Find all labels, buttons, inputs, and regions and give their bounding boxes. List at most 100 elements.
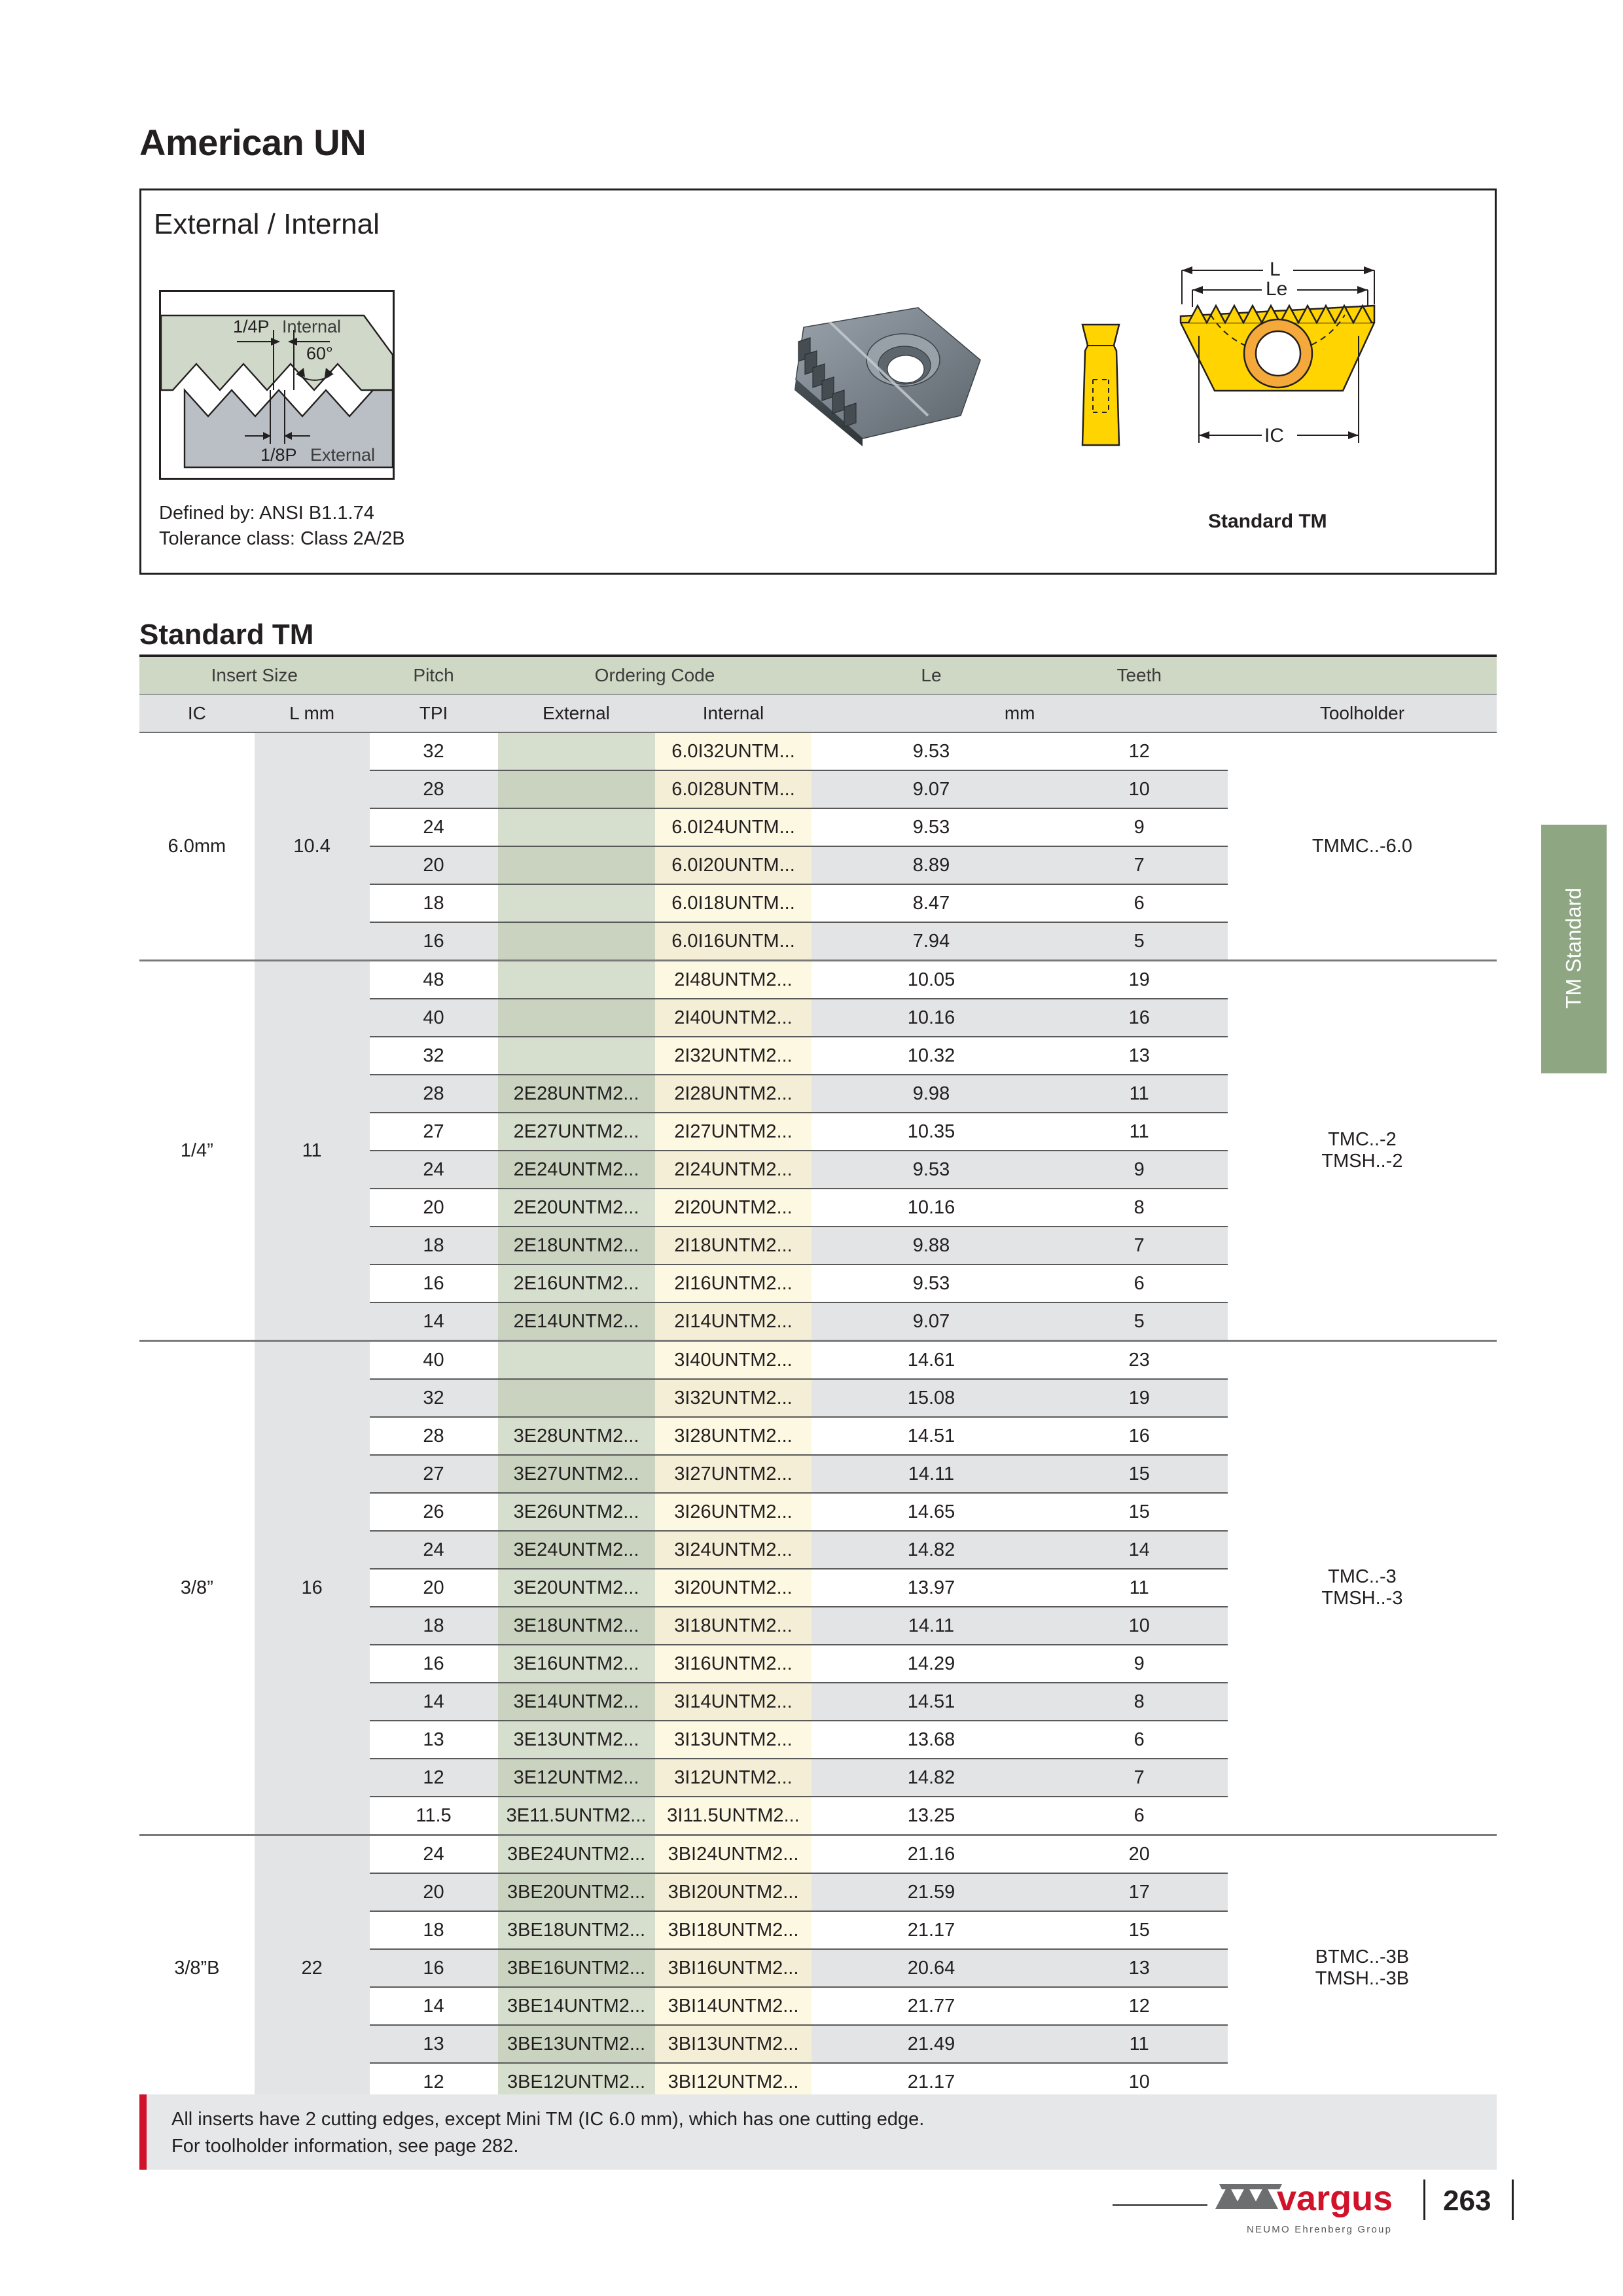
cell-tpi: 20 xyxy=(369,1569,498,1607)
svg-text:1/4P: 1/4P xyxy=(233,317,270,336)
svg-text:L: L xyxy=(1270,259,1281,280)
column-header: L mm xyxy=(254,694,370,733)
cell-tpi: 20 xyxy=(369,846,498,885)
cell-tpi: 11.5 xyxy=(369,1797,498,1835)
svg-text:1/8P: 1/8P xyxy=(260,445,297,465)
cell-ordering-code-external: 3BE16UNTM2... xyxy=(497,1949,655,1988)
toolholder-code: TMSH..-3B xyxy=(1315,1968,1410,1989)
cell-ordering-code-internal: 2I16UNTM2... xyxy=(654,1265,812,1303)
cell-ordering-code-external: 3E28UNTM2... xyxy=(497,1417,655,1456)
cell-le-mm: 14.29 xyxy=(812,1645,1051,1683)
cell-ordering-code-external: 3E13UNTM2... xyxy=(497,1721,655,1759)
cell-ordering-code-internal: 3BI20UNTM2... xyxy=(654,1873,812,1912)
column-header: Toolholder xyxy=(1227,694,1497,733)
cell-ordering-code-internal: 3I24UNTM2... xyxy=(654,1531,812,1570)
column-group-header xyxy=(1227,655,1497,694)
cell-le-mm: 15.08 xyxy=(812,1379,1051,1418)
cell-tpi: 16 xyxy=(369,1265,498,1303)
cell-le-mm: 14.61 xyxy=(812,1340,1051,1380)
cell-teeth: 12 xyxy=(1050,1987,1228,2026)
cell-tpi: 26 xyxy=(369,1493,498,1532)
cell-le-mm: 10.16 xyxy=(812,1189,1051,1227)
cell-teeth: 15 xyxy=(1050,1455,1228,1494)
table-row: 16 6.0I16UNTM... 7.94 5 xyxy=(139,922,1497,961)
cell-teeth: 15 xyxy=(1050,1493,1228,1532)
toolholder-code: TMC..-3 xyxy=(1328,1566,1397,1587)
cell-toolholder: BTMC..-3B TMSH..-3B xyxy=(1227,1834,1497,2100)
thread-profile-diagram: 1/4P Internal 60° 1/8P External xyxy=(159,290,395,480)
cell-teeth: 8 xyxy=(1050,1683,1228,1721)
cell-teeth: 14 xyxy=(1050,1531,1228,1570)
cell-tpi: 40 xyxy=(369,1340,498,1380)
cell-ordering-code-internal: 3I11.5UNTM2... xyxy=(654,1797,812,1835)
cell-ordering-code-external: 3E12UNTM2... xyxy=(497,1759,655,1797)
cell-toolholder: TMC..-3 TMSH..-3 xyxy=(1227,1340,1497,1835)
cell-toolholder: TMC..-2 TMSH..-2 xyxy=(1227,960,1497,1341)
cell-le-mm: 14.65 xyxy=(812,1493,1051,1532)
table-row: 16 3BE16UNTM2... 3BI16UNTM2... 20.64 13 xyxy=(139,1949,1497,1988)
footer-rule xyxy=(1113,2204,1207,2206)
table-row: 28 3E28UNTM2... 3I28UNTM2... 14.51 16 xyxy=(139,1417,1497,1456)
cell-ordering-code-internal: 3BI14UNTM2... xyxy=(654,1987,812,2026)
cell-tpi: 20 xyxy=(369,1189,498,1227)
footnote-panel xyxy=(139,2094,1497,2170)
side-tab-tm-standard[interactable]: TM Standard xyxy=(1541,825,1607,1073)
cell-le-mm: 21.17 xyxy=(812,1911,1051,1950)
cell-ordering-code-internal: 3BI24UNTM2... xyxy=(654,1834,812,1874)
cell-le-mm: 14.51 xyxy=(812,1417,1051,1456)
cell-le-mm: 14.82 xyxy=(812,1531,1051,1570)
cell-ordering-code-internal: 3I28UNTM2... xyxy=(654,1417,812,1456)
table-row: 18 6.0I18UNTM... 8.47 6 xyxy=(139,884,1497,923)
cell-tpi: 24 xyxy=(369,1151,498,1189)
table-row: 18 3E18UNTM2... 3I18UNTM2... 14.11 10 xyxy=(139,1607,1497,1645)
cell-ordering-code-internal: 6.0I18UNTM... xyxy=(654,884,812,923)
table-header-row: IC L mm TPI External Internal mm Toolholder xyxy=(139,694,1497,733)
cell-ordering-code-internal: 6.0I24UNTM... xyxy=(654,808,812,847)
cell-ordering-code-external: 3BE24UNTM2... xyxy=(497,1834,655,1874)
table-row: 13 3E13UNTM2... 3I13UNTM2... 13.68 6 xyxy=(139,1721,1497,1759)
cell-ordering-code-external: 3E14UNTM2... xyxy=(497,1683,655,1721)
cell-teeth: 10 xyxy=(1050,770,1228,809)
cell-teeth: 7 xyxy=(1050,846,1228,885)
cell-tpi: 32 xyxy=(369,732,498,771)
defined-by-text: Defined by: ANSI B1.1.74 xyxy=(159,503,374,524)
insert-specification-table: Insert Size Pitch Ordering Code Le Teeth IC L … xyxy=(139,655,1497,2100)
page-number: 263 xyxy=(1443,2185,1491,2217)
cell-ordering-code-external xyxy=(497,1340,655,1380)
table-row: 11.5 3E11.5UNTM2... 3I11.5UNTM2... 13.25 6 xyxy=(139,1797,1497,1835)
cell-teeth: 10 xyxy=(1050,2063,1228,2100)
cell-ordering-code-internal: 2I14UNTM2... xyxy=(654,1302,812,1341)
vargus-logo-svg: vargus xyxy=(1215,2179,1393,2218)
footer-edge-tick xyxy=(1512,2179,1514,2220)
cell-ordering-code-internal: 6.0I28UNTM... xyxy=(654,770,812,809)
cell-ordering-code-external: 2E20UNTM2... xyxy=(497,1189,655,1227)
cell-ordering-code-external: 3BE20UNTM2... xyxy=(497,1873,655,1912)
table-row: 13 3BE13UNTM2... 3BI13UNTM2... 21.49 11 xyxy=(139,2025,1497,2064)
cell-tpi: 40 xyxy=(369,999,498,1037)
cell-teeth: 16 xyxy=(1050,1417,1228,1456)
cell-ordering-code-external: 3BE12UNTM2... xyxy=(497,2063,655,2100)
cell-ordering-code-external: 2E27UNTM2... xyxy=(497,1113,655,1151)
table-row: 16 2E16UNTM2... 2I16UNTM2... 9.53 6 xyxy=(139,1265,1497,1303)
toolholder-code: BTMC..-3B xyxy=(1315,1946,1410,1967)
table-row: 20 3BE20UNTM2... 3BI20UNTM2... 21.59 17 xyxy=(139,1873,1497,1912)
panel-title: External / Internal xyxy=(154,208,380,240)
cell-ordering-code-internal: 6.0I32UNTM... xyxy=(654,732,812,771)
column-group-header: Insert Size xyxy=(139,655,370,694)
cell-le-mm: 14.51 xyxy=(812,1683,1051,1721)
cell-tpi: 18 xyxy=(369,884,498,923)
cell-ordering-code-external: 3E20UNTM2... xyxy=(497,1569,655,1607)
cell-ordering-code-external: 2E14UNTM2... xyxy=(497,1302,655,1341)
toolholder-code: TMC..-2 xyxy=(1328,1129,1397,1150)
table-row: 18 2E18UNTM2... 2I18UNTM2... 9.88 7 xyxy=(139,1227,1497,1265)
cell-ordering-code-internal: 3I16UNTM2... xyxy=(654,1645,812,1683)
cell-teeth: 20 xyxy=(1050,1834,1228,1874)
cell-teeth: 12 xyxy=(1050,732,1228,771)
footnote-line-2: For toolholder information, see page 282… xyxy=(171,2136,519,2157)
cell-ordering-code-internal: 3I18UNTM2... xyxy=(654,1607,812,1645)
cell-teeth: 23 xyxy=(1050,1340,1228,1380)
cell-insert-size-ic: 6.0mm xyxy=(139,732,255,961)
cell-le-mm: 7.94 xyxy=(812,922,1051,961)
cell-le-mm: 13.97 xyxy=(812,1569,1051,1607)
cell-toolholder: TMMC..-6.0 xyxy=(1227,732,1497,961)
